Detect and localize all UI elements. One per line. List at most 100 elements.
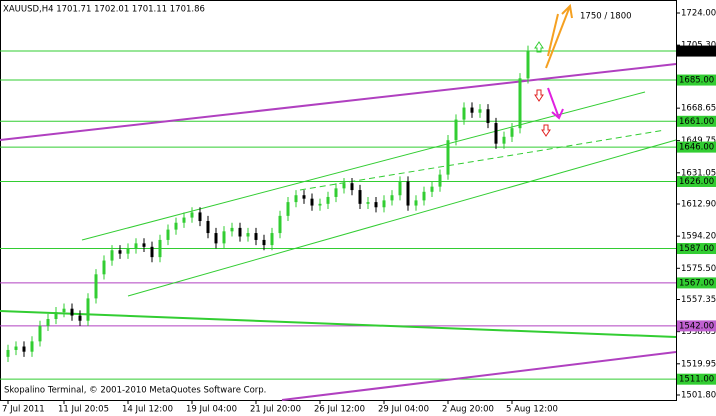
y-tick-label: 1631.05 [681,168,716,178]
candle-body [262,239,266,246]
level-label: 1701.86 [679,47,714,57]
candle-body [486,109,490,124]
level-box [677,320,716,332]
arrow-head [561,3,573,19]
candle-body [38,325,42,342]
x-tick-label: 19 Jul 04:00 [186,405,237,415]
down-signal [534,89,544,102]
trend-line [0,63,677,141]
annotation: 1750 / 1800 [580,12,632,22]
candle-body [382,200,386,208]
candle-body [110,250,114,261]
candle-body [470,107,474,113]
candle-body [70,308,74,316]
y-tick-label: 1501.80 [681,391,716,401]
candle-body [430,186,434,192]
level-label: 1685.00 [679,76,714,86]
candles [6,45,530,362]
x-tick-label: 21 Jul 20:00 [250,405,301,415]
candle-body [318,203,322,206]
y-tick-label: 1594.20 [681,232,716,242]
candle-body [230,227,234,232]
candle-body [366,202,370,204]
candle-body [494,123,498,144]
candle-body [102,260,106,275]
level-box [677,175,716,187]
candle-body [134,243,138,249]
x-tick-label: 11 Jul 20:05 [58,405,109,415]
candle-body [254,233,258,240]
candle-body [142,243,146,247]
x-tick-label: 5 Aug 12:00 [506,405,558,415]
candle-body [286,202,290,216]
y-tick-label: 1724.00 [681,9,716,19]
y-tick-label: 1557.35 [681,295,716,305]
candle-body [510,128,514,137]
candle-body [158,239,162,258]
candle-body [198,212,202,222]
candle-body [462,107,466,120]
y-tick-label: 1575.50 [681,264,716,274]
candle-body [518,78,522,129]
x-tick-label: 7 Jul 2011 [2,405,45,415]
candle-body [126,248,130,254]
x-tick-label: 14 Jul 12:00 [122,405,173,415]
candle-body [526,51,530,79]
candle-body [78,315,82,321]
candle-body [182,217,186,223]
level-box [677,74,716,86]
candle-body [342,183,346,189]
candle-body [174,222,178,230]
candle-body [326,196,330,204]
level-label: 1587.00 [679,244,714,254]
candle-body [214,233,218,244]
channel-line [81,91,646,241]
candle-body [86,298,90,321]
candle-body [334,188,338,197]
candle-body [6,349,10,357]
level-box [677,277,716,289]
level-box [677,115,716,127]
level-label: 1646.00 [679,143,714,153]
x-tick-label: 29 Jul 04:00 [378,405,429,415]
candle-body [278,215,282,234]
level-label: 1567.00 [679,278,714,288]
candle-body [390,195,394,201]
y-tick-label: 1668.65 [681,104,716,114]
candle-body [46,319,50,326]
candle-body [222,231,226,244]
trend-line [281,351,677,401]
candle-body [62,308,66,313]
candle-body [22,346,26,352]
y-tick-label: 1612.90 [681,200,716,210]
candle-body [294,195,298,203]
candle-body [190,212,194,218]
arrow [547,87,560,119]
trend-lines [0,3,677,401]
candle-body [398,181,402,196]
candle-body [406,181,410,206]
arrow [545,5,571,69]
candle-body [422,191,426,201]
down-signal [541,124,551,137]
level-box [677,373,716,385]
candle-body [358,190,362,204]
y-tick-label: 1538.65 [681,327,716,337]
candle-body [438,174,442,187]
up-signal [534,41,544,53]
candle-body [310,198,314,206]
candle-body [94,274,98,299]
x-tick-label: 26 Jul 12:00 [314,405,365,415]
chart-title: XAUUSD,H4 1701.71 1702.01 1701.11 1701.8… [3,5,205,15]
candle-body [166,229,170,240]
arrow [547,13,559,57]
levels [0,50,676,380]
candle-body [238,227,242,237]
candle-body [54,312,58,320]
candle-body [350,183,354,191]
candle-body [414,200,418,206]
y-axis: 1724.001705.301685.001668.651649.751631.… [676,9,716,401]
candle-body [302,195,306,199]
channel-mid-line [299,129,666,191]
